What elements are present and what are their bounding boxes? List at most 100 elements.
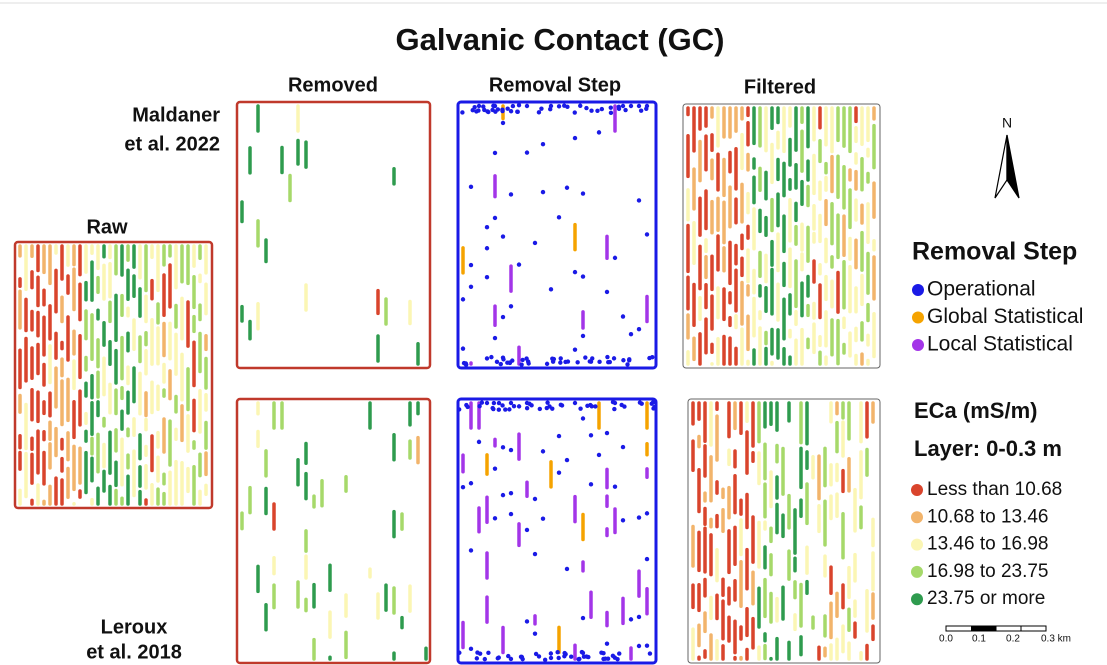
removed-point [559,403,563,407]
removed-point [497,655,501,659]
removed-point [517,103,521,107]
map-panel [237,102,430,368]
legend-swatch [912,312,924,324]
removed-point [627,357,631,361]
legend-label: 16.98 to 23.75 [927,561,1049,582]
removed-point [558,360,562,364]
title: Galvanic Contact (GC) [396,22,725,57]
removed-point [639,108,643,112]
map-panel [15,242,212,508]
panel-outline [458,102,656,368]
removed-point [557,471,561,475]
removed-point [629,332,633,336]
removed-point [462,361,466,365]
removed-point [581,616,585,620]
removed-point [472,105,476,109]
map-panel [237,399,430,663]
scale-label: 0.0 [939,634,953,645]
removed-point [606,360,610,364]
removed-point [527,402,531,406]
removed-point [605,431,609,435]
removed-point [461,346,465,350]
removed-point [501,357,505,361]
removed-point [501,121,505,125]
legend-label: 23.75 or more [927,588,1045,609]
removed-point [557,104,561,108]
north-label: N [1002,115,1012,131]
map-panel [688,399,880,663]
legend-title: ECa (mS/m) [914,398,1037,423]
removed-point [563,360,567,364]
removed-point [457,651,461,655]
removed-point [512,404,516,408]
removed-point [517,262,521,266]
removed-point [550,406,554,410]
removed-point [611,400,615,404]
removed-point [645,511,649,515]
removed-point [509,491,513,495]
legend-label: 13.46 to 16.98 [927,534,1049,555]
column-header: Filtered [744,76,816,98]
legend-label: 10.68 to 13.46 [927,506,1049,527]
removed-point [461,485,465,489]
removed-point [520,358,524,362]
removed-point [637,198,641,202]
removed-point [605,642,609,646]
removed-point [489,355,493,359]
legend-label: Global Statistical [927,305,1083,328]
raw-label: Raw [86,216,128,238]
row-label: Leroux [101,616,168,638]
legend-subtitle: Layer: 0-0.3 m [914,436,1062,461]
legend-swatch [911,484,923,496]
removed-point [469,285,473,289]
removed-point [485,401,489,405]
removed-point [590,356,594,360]
removed-point [493,516,497,520]
removed-point [525,104,529,108]
removed-point [465,405,469,409]
removed-point [516,110,520,114]
removed-point [629,617,633,621]
removed-point [565,567,569,571]
removed-point [619,403,623,407]
removed-point [617,107,621,111]
removed-point [582,655,586,659]
removed-point [609,105,613,109]
removed-point [621,104,625,108]
removed-point [621,445,625,449]
removed-point [565,186,569,190]
removed-point [507,407,511,411]
scale-label: 0.1 [972,634,986,645]
removed-point [539,106,543,110]
removed-point [583,355,587,359]
removed-point [485,225,489,229]
removed-point [509,512,513,516]
removed-point [491,104,495,108]
removed-point [486,651,490,655]
removed-point [500,403,504,407]
removed-point [549,651,553,655]
removed-point [625,362,629,366]
removed-point [548,107,552,111]
removed-point [647,356,651,360]
removed-point [637,644,641,648]
removed-point [555,650,559,654]
removed-point [645,557,649,561]
removed-point [545,406,549,410]
row-label: et al. 2022 [124,133,220,155]
removed-point [477,440,481,444]
removed-point [585,404,589,408]
removed-point [651,400,655,404]
removed-point [644,107,648,111]
scale-label: 0.3 km [1041,634,1071,645]
removed-point [493,336,497,340]
removed-point [533,497,537,501]
removed-point [503,407,507,411]
removed-point [501,315,505,319]
removed-point [485,275,489,279]
removed-point [584,106,588,110]
removed-point [483,657,487,661]
removed-point [565,458,569,462]
legend-swatch [911,593,923,605]
removed-point [645,644,649,648]
